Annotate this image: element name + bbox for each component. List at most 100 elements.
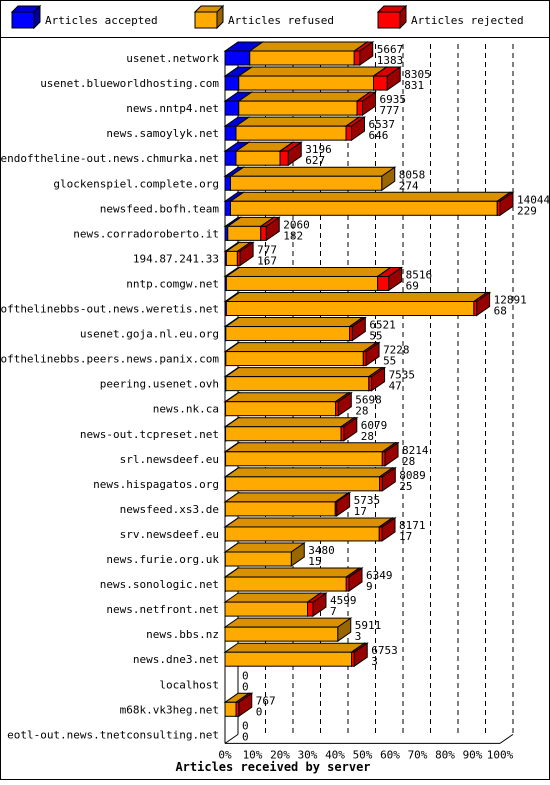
bar-secondary-label: 55 xyxy=(383,355,396,368)
bar-total-label: 8171 xyxy=(399,519,426,532)
bar-segment-rejected xyxy=(333,491,352,517)
bar-segment-refused xyxy=(228,191,512,217)
bar-secondary-label: 7 xyxy=(330,605,337,618)
bar-segment-refused xyxy=(223,391,351,417)
bar-secondary-label: 25 xyxy=(399,480,412,493)
legend-swatch-articles-refused xyxy=(193,4,225,30)
x-axis-label: Articles received by server xyxy=(175,760,370,774)
server-label: news.dne3.net xyxy=(133,653,219,666)
bar-total-label: 3196 xyxy=(305,143,332,156)
bar-segment-refused xyxy=(237,91,372,117)
bar-total-label: 8058 xyxy=(399,168,426,181)
x-tick-label: 40% xyxy=(325,748,345,761)
server-label: glockenspiel.complete.org xyxy=(53,177,219,190)
server-label: nntp.comgw.net xyxy=(126,277,219,290)
bar-row xyxy=(223,141,303,167)
bar-total-label: 6079 xyxy=(361,419,388,432)
legend-label-articles-refused: Articles refused xyxy=(228,14,334,27)
bar-row xyxy=(223,592,328,618)
legend-swatch-articles-rejected xyxy=(376,4,408,30)
bar-segment-rejected xyxy=(339,416,359,442)
bar-segment-refused xyxy=(223,491,350,517)
x-tick-label: 20% xyxy=(270,748,290,761)
bar-segment-rejected xyxy=(376,266,404,292)
bar-secondary-label: 17 xyxy=(399,530,412,543)
server-label: newsfeed.xs3.de xyxy=(120,503,219,516)
x-tick-label: 60% xyxy=(380,748,400,761)
bar-total-label: 6753 xyxy=(371,644,398,657)
server-label: news.furie.org.uk xyxy=(106,553,219,566)
bar-row xyxy=(223,316,367,342)
x-axis-depth-line xyxy=(499,733,514,744)
bar-segment-refused xyxy=(224,266,393,292)
server-label: news.corradoroberto.it xyxy=(73,227,219,240)
legend-swatch-articles-accepted xyxy=(10,4,42,30)
x-tick-label: 80% xyxy=(435,748,455,761)
bar-total-label: 3480 xyxy=(308,544,335,557)
bar-segment-rejected xyxy=(347,316,367,342)
server-label: srl.newsdeef.eu xyxy=(120,453,219,466)
bar-segment-refused xyxy=(224,291,489,317)
bar-segment-refused xyxy=(223,567,361,593)
bar-row xyxy=(223,241,255,267)
x-tick-label: 0% xyxy=(218,748,232,761)
bar-total-label: 0 xyxy=(242,719,249,732)
bar-row xyxy=(223,291,492,317)
bar-segment-refused xyxy=(223,516,394,542)
bar-segment-rejected xyxy=(333,391,353,417)
server-label: news-out.tcpreset.net xyxy=(80,428,219,441)
bar-total-label: 12891 xyxy=(494,294,527,307)
bar-row xyxy=(223,491,352,517)
x-axis-depth-line xyxy=(224,733,239,744)
bar-total-label: 8305 xyxy=(404,68,431,81)
x-tick-label: 100% xyxy=(487,748,514,761)
server-label: endofthelinebbs.peers.news.panix.com xyxy=(0,353,219,366)
server-label: news.bbs.nz xyxy=(146,628,219,641)
bar-row xyxy=(223,466,397,492)
bar-secondary-label: 17 xyxy=(354,505,367,518)
bar-total-label: 7535 xyxy=(389,369,416,382)
bar-total-label: 4599 xyxy=(330,594,357,607)
server-label: news.netfront.net xyxy=(106,603,219,616)
bar-segment-rejected xyxy=(349,642,369,668)
bar-secondary-label: 15 xyxy=(308,555,321,568)
server-label: eotl-out.news.tnetconsulting.net xyxy=(7,728,219,741)
legend-item-articles-refused: Articles refused xyxy=(193,4,334,30)
bar-total-label: 5698 xyxy=(355,394,382,407)
bar-row xyxy=(223,642,369,668)
bar-secondary-label: 167 xyxy=(257,254,277,267)
bar-row xyxy=(223,216,281,242)
bar-segment-rejected xyxy=(371,66,402,92)
server-label: 194.87.241.33 xyxy=(133,252,219,265)
bar-total-label: 0 xyxy=(242,669,249,682)
bar-row xyxy=(223,91,378,117)
bar-segment-rejected xyxy=(355,91,378,117)
bar-secondary-label: 0 xyxy=(242,680,249,693)
bar-secondary-label: 646 xyxy=(369,129,389,142)
legend-item-articles-accepted: Articles accepted xyxy=(10,4,158,30)
server-label: localhost xyxy=(159,678,219,691)
bar-secondary-label: 3 xyxy=(371,655,378,668)
bar-total-label: 767 xyxy=(256,694,276,707)
bar-secondary-label: 47 xyxy=(389,380,402,393)
bar-row xyxy=(223,366,387,392)
bar-segment-rejected xyxy=(377,466,397,492)
bar-secondary-label: 831 xyxy=(404,79,424,92)
bar-segment-rejected xyxy=(380,441,400,467)
bars xyxy=(223,41,515,718)
bar-secondary-label: 0 xyxy=(256,705,263,718)
bar-segment-refused xyxy=(223,642,367,668)
bar-secondary-label: 627 xyxy=(305,154,325,167)
bar-segment-refused xyxy=(223,592,323,618)
bar-row xyxy=(223,441,400,467)
bar-row xyxy=(223,391,353,417)
bar-row xyxy=(223,191,515,217)
bar-segment-refused xyxy=(224,316,365,342)
bar-segment-refused xyxy=(224,341,378,367)
bar-secondary-label: 9 xyxy=(366,580,373,593)
bar-secondary-label: 1383 xyxy=(377,54,404,67)
bar-secondary-label: 69 xyxy=(406,279,419,292)
server-label: news.nk.ca xyxy=(153,403,219,416)
